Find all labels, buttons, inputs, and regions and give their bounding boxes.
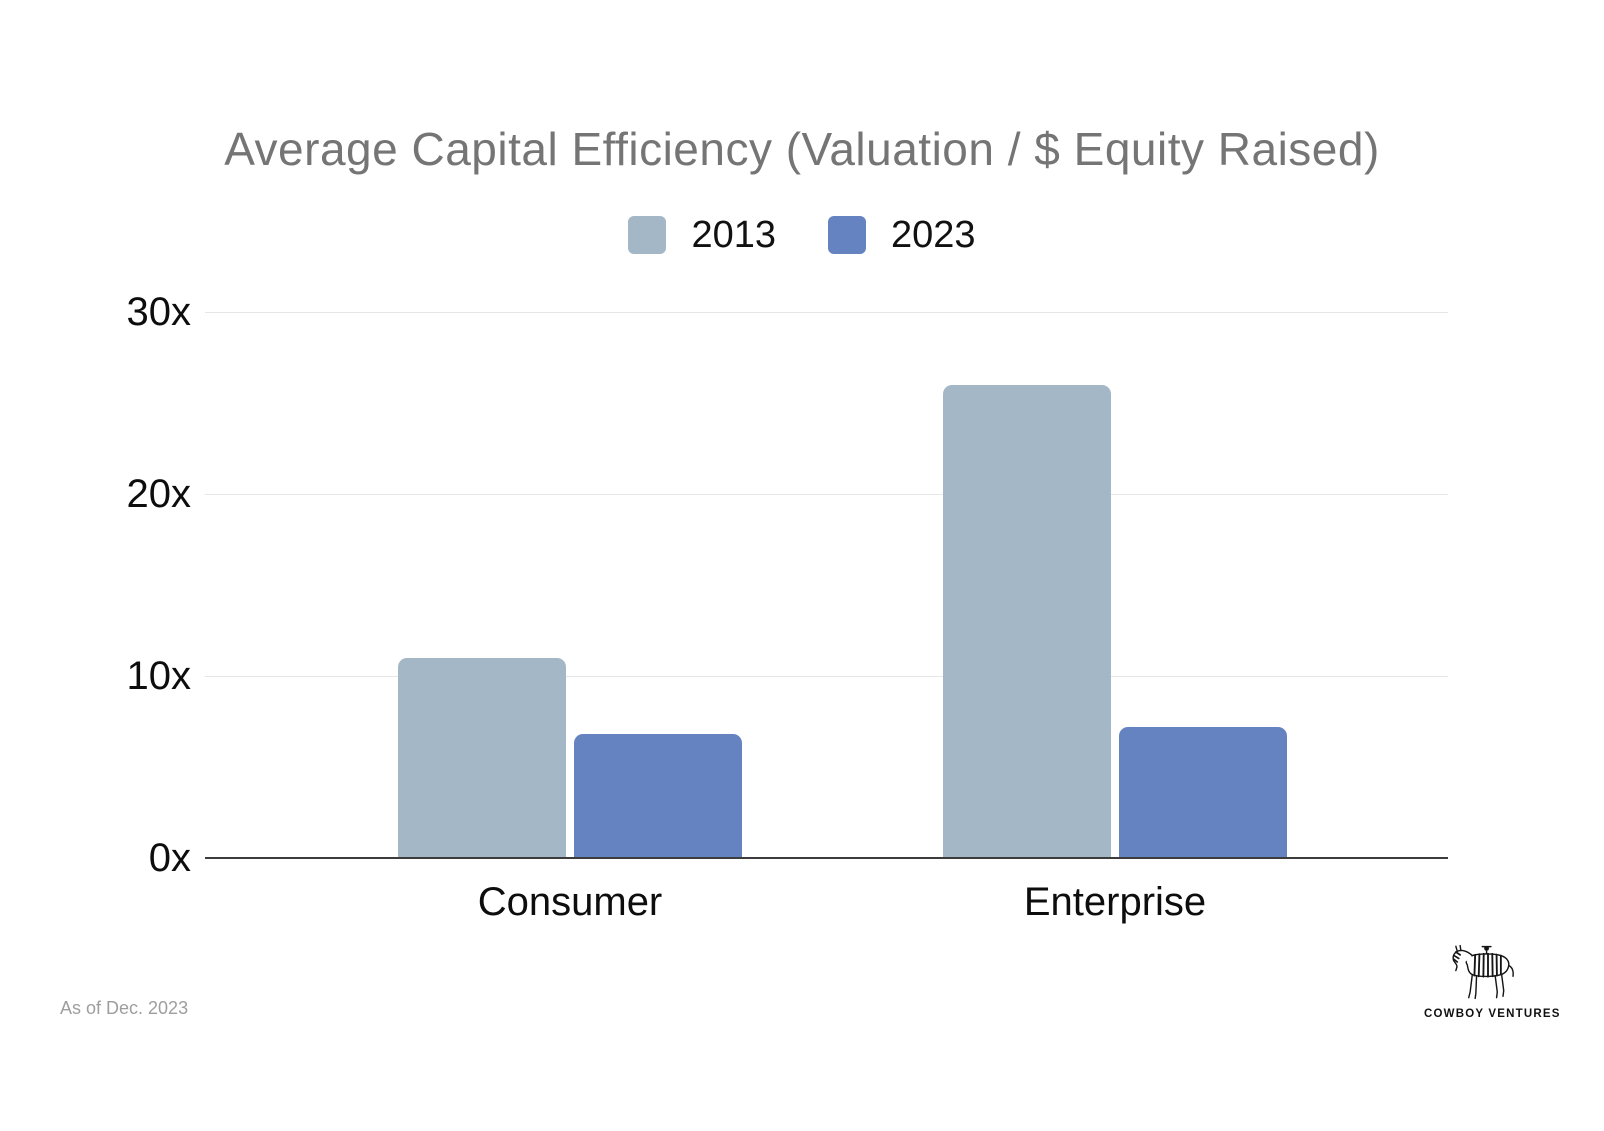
x-axis-line (205, 857, 1448, 859)
bar-consumer-2023 (574, 734, 742, 858)
x-category-label-enterprise: Enterprise (1023, 880, 1207, 924)
y-tick-label-0x: 0x (148, 836, 191, 880)
y-tick-label-10x: 10x (126, 654, 192, 698)
bar-consumer-2013 (398, 657, 566, 858)
cowboy-ventures-logo: COWBOY VENTURES (1424, 942, 1561, 1020)
gridline-30x (205, 312, 1448, 313)
legend-label-2023: 2023 (891, 214, 976, 256)
legend: 2013 2023 (0, 216, 1604, 254)
legend-label-2013: 2013 (691, 214, 776, 256)
legend-swatch-2023 (828, 216, 866, 254)
legend-swatch-2013 (628, 216, 667, 254)
legend-item-2023: 2023 (828, 216, 976, 254)
x-category-label-consumer: Consumer (477, 880, 663, 924)
logo-text: COWBOY VENTURES (1424, 1008, 1561, 1020)
footnote: As of Dec. 2023 (60, 998, 189, 1018)
zebra-rider-icon (1452, 944, 1514, 1000)
chart-title: Average Capital Efficiency (Valuation / … (224, 123, 1380, 175)
bar-enterprise-2023 (1119, 726, 1287, 858)
y-tick-label-20x: 20x (126, 472, 192, 516)
y-tick-label-30x: 30x (126, 290, 192, 334)
legend-item-2013: 2013 (628, 216, 776, 254)
gridline-20x (205, 494, 1448, 495)
gridline-10x (205, 676, 1448, 677)
bar-enterprise-2013 (943, 384, 1111, 858)
